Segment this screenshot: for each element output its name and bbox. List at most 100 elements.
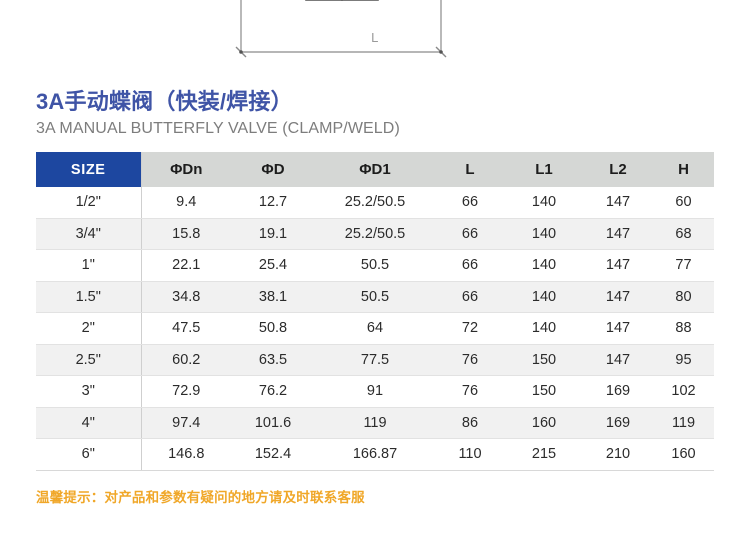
column-header-l: L [435,152,505,187]
table-row: 1" 22.1 25.4 50.5 66 140 147 77 [36,249,714,282]
cell-d1: 50.5 [315,281,435,313]
cell-d1: 50.5 [315,249,435,282]
product-heading: 3A手动蝶阀（快装/焊接） 3A MANUAL BUTTERFLY VALVE … [36,88,726,138]
cell-h: 160 [653,438,714,471]
table-row: 6" 146.8 152.4 166.87 110 215 210 160 [36,438,714,471]
table-row: 3" 72.9 76.2 91 76 150 169 102 [36,375,714,408]
cell-l1: 140 [505,187,583,219]
table-row: 1.5" 34.8 38.1 50.5 66 140 147 80 [36,281,714,313]
column-header-l1: L1 [505,152,583,187]
table-row: 1/2" 9.4 12.7 25.2/50.5 66 140 147 60 [36,187,714,219]
column-header-size: SIZE [36,152,142,187]
cell-dn: 47.5 [141,312,231,345]
cell-d: 38.1 [231,281,315,313]
diagram-svg [235,0,447,58]
cell-l: 66 [435,249,505,282]
cell-l: 66 [435,187,505,219]
cell-l2: 147 [583,281,653,313]
cell-h: 102 [653,375,714,408]
cell-d: 101.6 [231,407,315,439]
cell-size: 3/4" [36,218,142,250]
cell-h: 77 [653,249,714,282]
cell-dn: 15.8 [141,218,231,250]
specification-table: SIZE ΦDn ΦD ΦD1 L L1 L2 H 1/2" 9.4 12.7 25.… [36,152,714,471]
cell-d1: 25.2/50.5 [315,218,435,250]
cell-l: 86 [435,407,505,439]
cell-l2: 147 [583,312,653,345]
cell-d: 19.1 [231,218,315,250]
column-header-d1: ΦD1 [315,152,435,187]
table-body: 1/2" 9.4 12.7 25.2/50.5 66 140 147 60 3/4" 15.8 1… [36,187,714,471]
cell-dn: 146.8 [141,438,231,471]
cell-l1: 150 [505,375,583,408]
cell-d: 12.7 [231,187,315,219]
cell-size: 1" [36,249,142,282]
cell-size: 4" [36,407,142,439]
cell-l1: 140 [505,249,583,282]
cell-size: 2" [36,312,142,345]
valve-dimension-diagram: L [0,0,750,72]
table-row: 2.5" 60.2 63.5 77.5 76 150 147 95 [36,344,714,376]
cell-l1: 140 [505,281,583,313]
column-header-dn: ΦDn [141,152,231,187]
cell-d: 50.8 [231,312,315,345]
cell-l: 76 [435,344,505,376]
table-row: 4" 97.4 101.6 119 86 160 169 119 [36,407,714,439]
cell-l: 110 [435,438,505,471]
cell-h: 88 [653,312,714,345]
cell-d1: 119 [315,407,435,439]
cell-d1: 64 [315,312,435,345]
cell-h: 80 [653,281,714,313]
cell-l1: 215 [505,438,583,471]
cell-dn: 97.4 [141,407,231,439]
cell-d1: 25.2/50.5 [315,187,435,219]
cell-h: 68 [653,218,714,250]
cell-l2: 147 [583,218,653,250]
table-row: 3/4" 15.8 19.1 25.2/50.5 66 140 147 68 [36,218,714,250]
customer-service-note: 温馨提示：对产品和参数有疑问的地方请及时联系客服 [36,490,365,505]
cell-l1: 140 [505,218,583,250]
column-header-h: H [653,152,714,187]
cell-h: 95 [653,344,714,376]
cell-size: 1/2" [36,187,142,219]
cell-d: 152.4 [231,438,315,471]
cell-h: 60 [653,187,714,219]
cell-l2: 147 [583,187,653,219]
cell-d1: 166.87 [315,438,435,471]
cell-l: 76 [435,375,505,408]
cell-dn: 34.8 [141,281,231,313]
cell-dn: 72.9 [141,375,231,408]
cell-dn: 22.1 [141,249,231,282]
cell-size: 6" [36,438,142,471]
cell-d: 63.5 [231,344,315,376]
cell-l: 72 [435,312,505,345]
cell-d: 76.2 [231,375,315,408]
table-header: SIZE ΦDn ΦD ΦD1 L L1 L2 H [36,152,714,187]
cell-l1: 140 [505,312,583,345]
cell-dn: 60.2 [141,344,231,376]
cell-d1: 91 [315,375,435,408]
cell-h: 119 [653,407,714,439]
cell-l: 66 [435,218,505,250]
column-header-l2: L2 [583,152,653,187]
cell-l2: 169 [583,407,653,439]
table-row: 2" 47.5 50.8 64 72 140 147 88 [36,312,714,345]
cell-d1: 77.5 [315,344,435,376]
cell-l2: 147 [583,249,653,282]
cell-l2: 147 [583,344,653,376]
cell-dn: 9.4 [141,187,231,219]
page-title-en: 3A MANUAL BUTTERFLY VALVE (CLAMP/WELD) [36,119,400,137]
cell-l: 66 [435,281,505,313]
header-row: SIZE ΦDn ΦD ΦD1 L L1 L2 H [36,152,714,187]
column-header-d: ΦD [231,152,315,187]
page-title-cn: 3A手动蝶阀（快装/焊接） [36,89,293,114]
cell-size: 1.5" [36,281,142,313]
cell-l1: 160 [505,407,583,439]
cell-l2: 169 [583,375,653,408]
cell-d: 25.4 [231,249,315,282]
cell-size: 2.5" [36,344,142,376]
cell-size: 3" [36,375,142,408]
cell-l2: 210 [583,438,653,471]
cell-l1: 150 [505,344,583,376]
dimension-label-l: L [371,30,379,45]
